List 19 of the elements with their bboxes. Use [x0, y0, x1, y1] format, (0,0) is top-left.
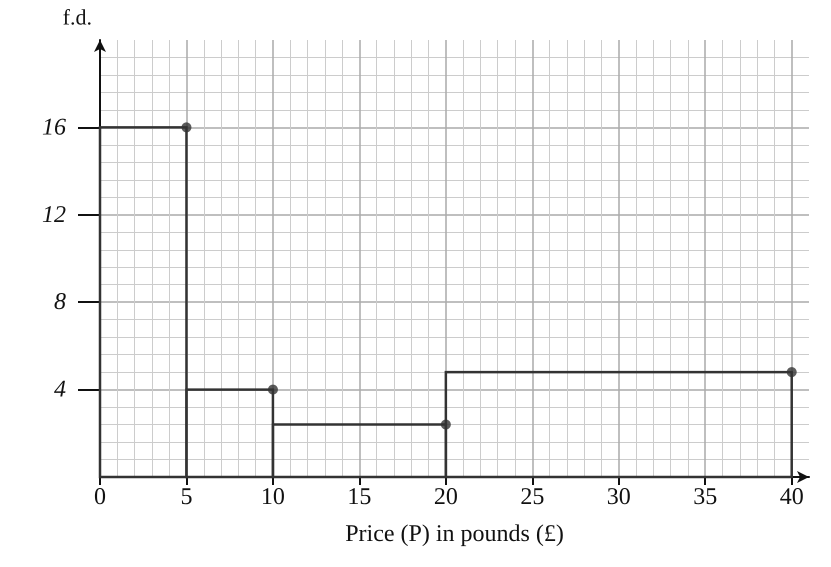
x-tick-label: 15: [347, 484, 372, 510]
x-tick-label: 10: [260, 484, 285, 510]
y-axis-title: f.d.: [62, 4, 92, 30]
point: [181, 122, 192, 132]
point: [268, 384, 278, 395]
x-tick-label: 0: [94, 484, 106, 510]
y-tick-label: 16: [42, 114, 66, 140]
point: [786, 367, 797, 378]
y-tick-label: 8: [54, 289, 66, 316]
x-tick-label: 35: [693, 484, 718, 510]
point: [440, 420, 451, 430]
x-tick-label: 25: [520, 484, 544, 510]
x-axis-title: Price (P) in pounds (£): [345, 521, 564, 547]
x-tick-label: 5: [180, 484, 192, 510]
y-tick-label: 12: [42, 202, 66, 228]
x-tick-label: 40: [780, 484, 804, 510]
x-tick-label: 20: [434, 484, 458, 510]
y-tick-label: 4: [54, 376, 66, 403]
x-tick-label: 30: [606, 484, 631, 510]
